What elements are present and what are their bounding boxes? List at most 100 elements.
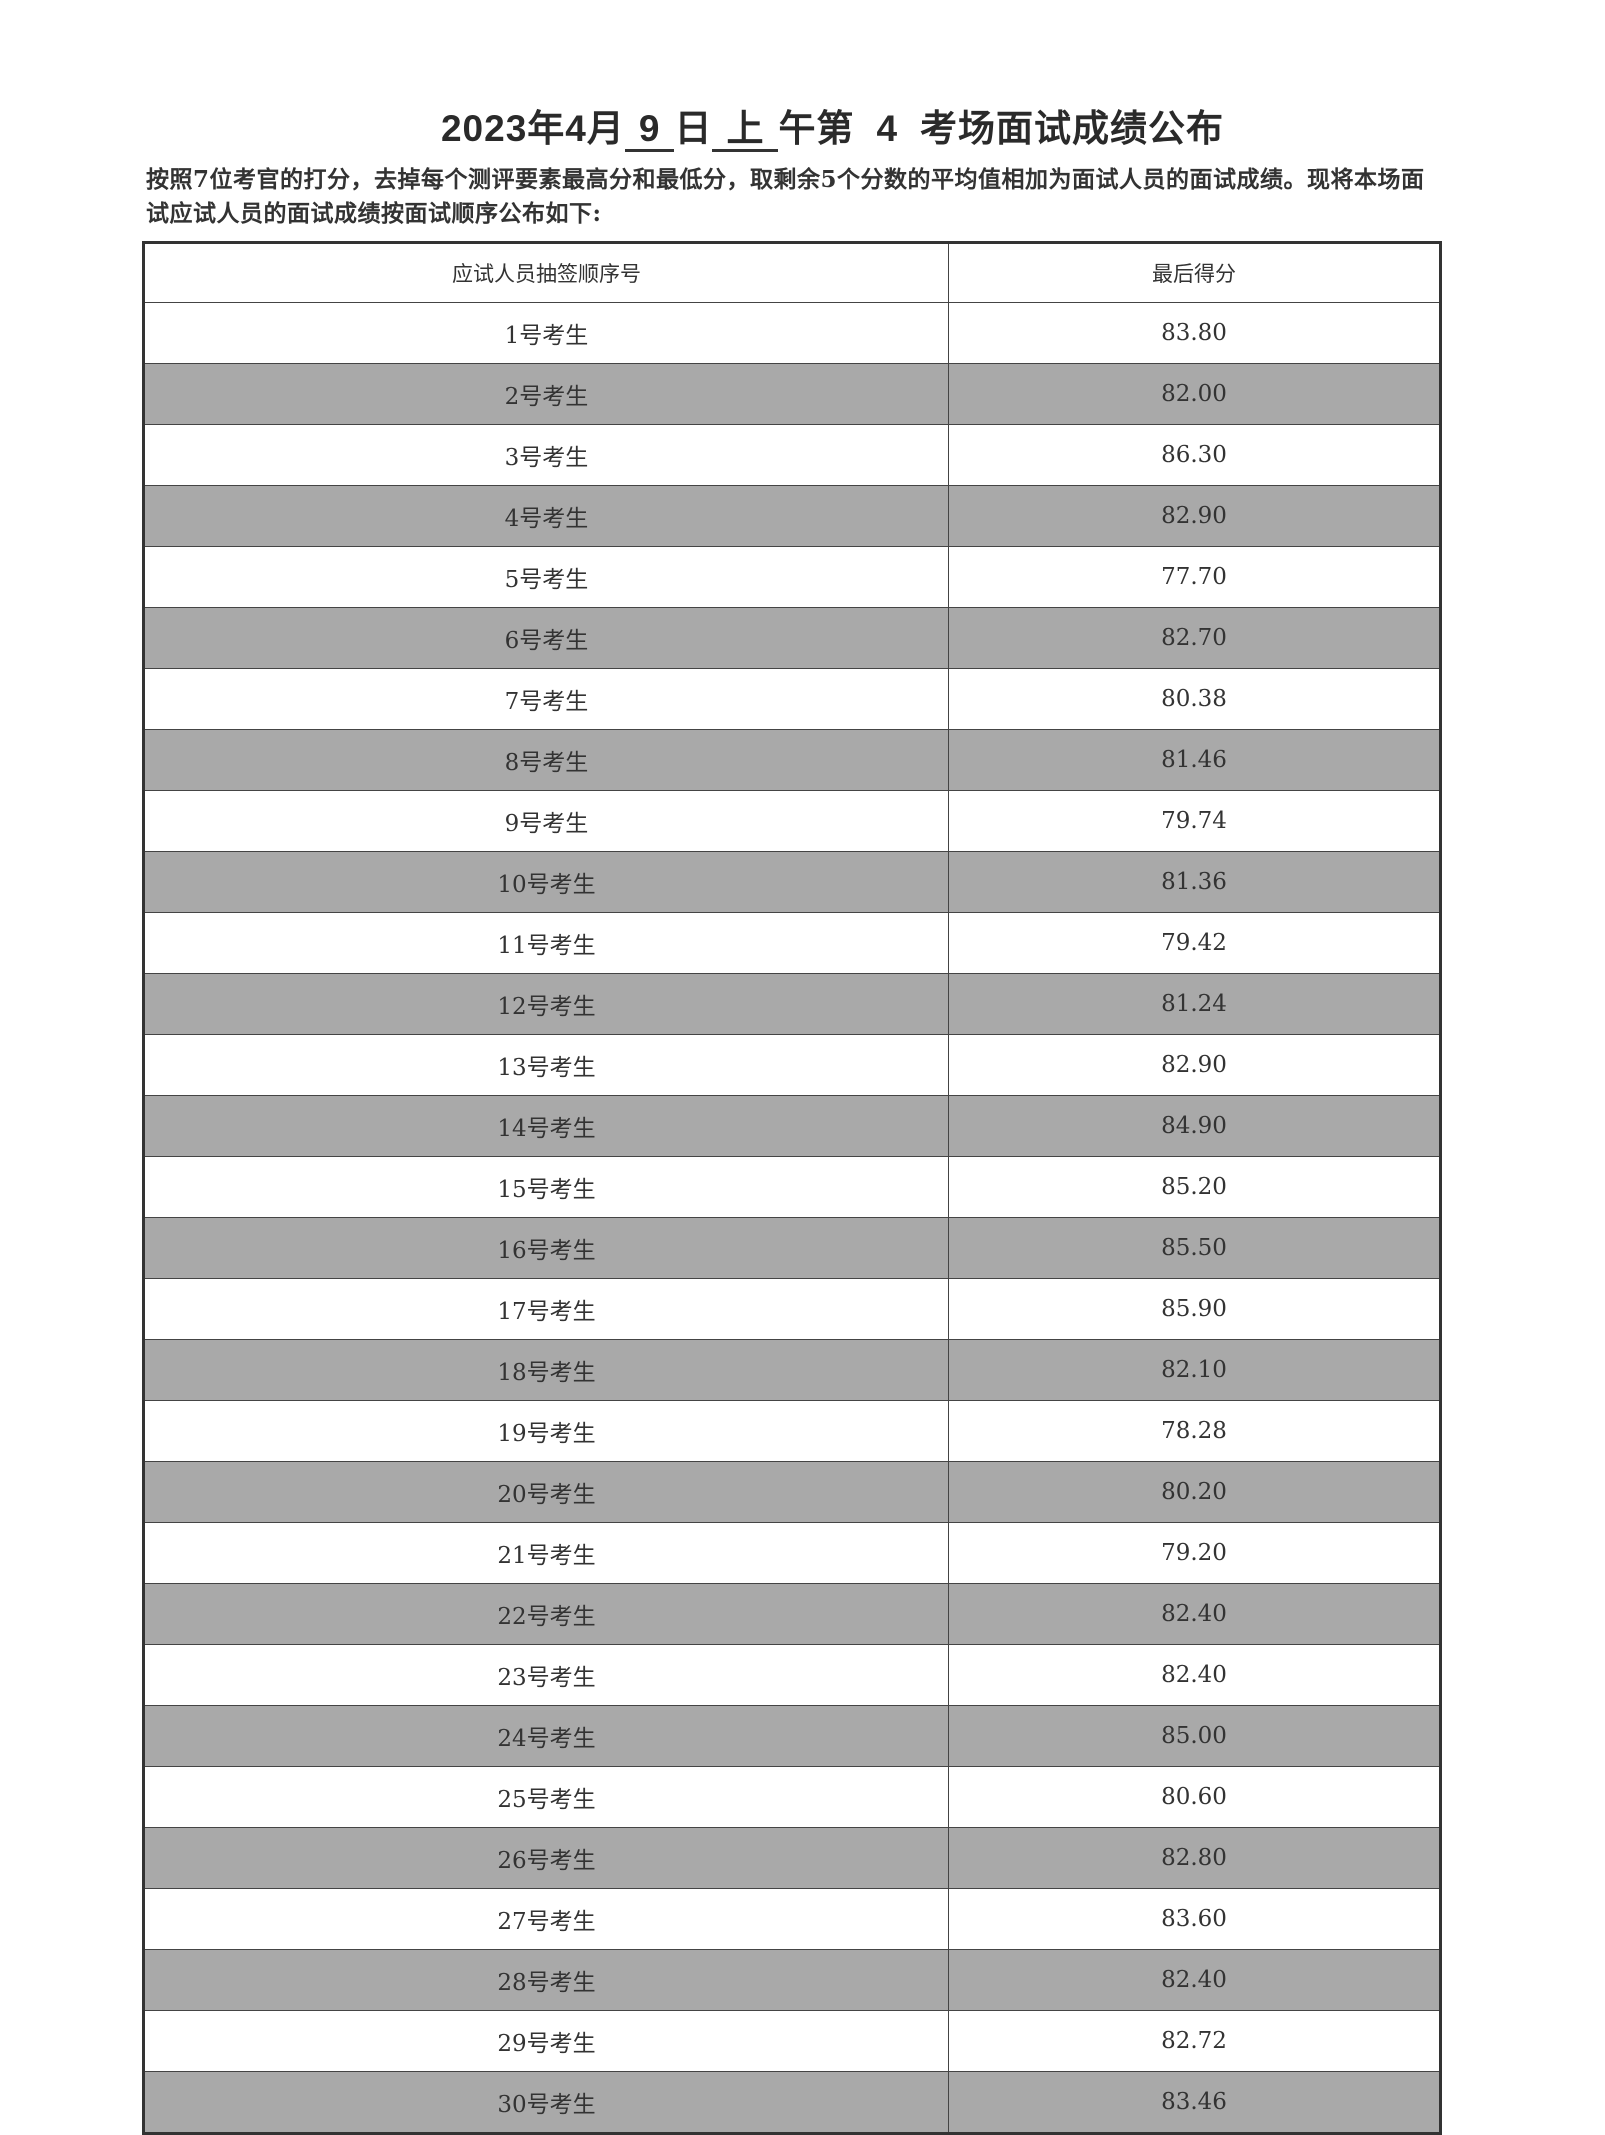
table-row: 22号考生 82.40: [143, 1583, 1441, 1645]
table-row: 26号考生 82.80: [143, 1827, 1441, 1889]
table-row: 11号考生 79.42: [143, 912, 1441, 974]
title-period-suffix: 午第: [778, 108, 855, 149]
final-score: 85.90: [948, 1278, 1441, 1340]
candidate-order: 12号考生: [143, 973, 949, 1035]
final-score: 83.46: [948, 2071, 1441, 2134]
table-row: 17号考生 85.90: [143, 1278, 1441, 1340]
candidate-order: 8号考生: [143, 729, 949, 791]
final-score: 82.72: [948, 2010, 1441, 2072]
table-row: 12号考生 81.24: [143, 973, 1441, 1035]
table-row: 19号考生 78.28: [143, 1400, 1441, 1462]
table-row: 30号考生 83.46: [143, 2071, 1441, 2134]
table-row: 21号考生 79.20: [143, 1522, 1441, 1584]
table-row: 27号考生 83.60: [143, 1888, 1441, 1950]
table-row: 8号考生 81.46: [143, 729, 1441, 791]
page-title: 2023年4月 9 日上午第 4 考场面试成绩公布: [0, 98, 1605, 152]
candidate-order: 20号考生: [143, 1461, 949, 1523]
final-score: 77.70: [948, 546, 1441, 608]
candidate-order: 21号考生: [143, 1522, 949, 1584]
table-row: 9号考生 79.74: [143, 790, 1441, 852]
table-row: 1号考生 83.80: [143, 302, 1441, 364]
final-score: 81.36: [948, 851, 1441, 913]
table-row: 28号考生 82.40: [143, 1949, 1441, 2011]
final-score: 81.24: [948, 973, 1441, 1035]
scores-table: 应试人员抽签顺序号 最后得分 1号考生 83.80 2号考生 82.00 3号考生 86.…: [142, 241, 1442, 2135]
final-score: 79.74: [948, 790, 1441, 852]
final-score: 79.42: [948, 912, 1441, 974]
table-row: 18号考生 82.10: [143, 1339, 1441, 1401]
final-score: 80.60: [948, 1766, 1441, 1828]
table-row: 4号考生 82.90: [143, 485, 1441, 547]
table-row: 6号考生 82.70: [143, 607, 1441, 669]
final-score: 83.60: [948, 1888, 1441, 1950]
final-score: 84.90: [948, 1095, 1441, 1157]
final-score: 82.40: [948, 1644, 1441, 1706]
candidate-order: 3号考生: [143, 424, 949, 486]
table-row: 23号考生 82.40: [143, 1644, 1441, 1706]
table-row: 15号考生 85.20: [143, 1156, 1441, 1218]
final-score: 85.00: [948, 1705, 1441, 1767]
candidate-order: 27号考生: [143, 1888, 949, 1950]
candidate-order: 4号考生: [143, 485, 949, 547]
table-row: 7号考生 80.38: [143, 668, 1441, 730]
header-order: 应试人员抽签顺序号: [143, 242, 949, 303]
candidate-order: 15号考生: [143, 1156, 949, 1218]
final-score: 79.20: [948, 1522, 1441, 1584]
final-score: 82.80: [948, 1827, 1441, 1889]
candidate-order: 23号考生: [143, 1644, 949, 1706]
table-row: 13号考生 82.90: [143, 1034, 1441, 1096]
candidate-order: 2号考生: [143, 363, 949, 425]
title-day-suffix: 日: [674, 108, 713, 149]
final-score: 82.10: [948, 1339, 1441, 1401]
final-score: 82.40: [948, 1583, 1441, 1645]
final-score: 82.40: [948, 1949, 1441, 2011]
final-score: 82.70: [948, 607, 1441, 669]
candidate-order: 7号考生: [143, 668, 949, 730]
candidate-order: 26号考生: [143, 1827, 949, 1889]
final-score: 82.90: [948, 485, 1441, 547]
final-score: 82.00: [948, 363, 1441, 425]
candidate-order: 24号考生: [143, 1705, 949, 1767]
final-score: 85.50: [948, 1217, 1441, 1279]
final-score: 85.20: [948, 1156, 1441, 1218]
title-prefix: 2023年4月: [440, 108, 625, 149]
candidate-order: 25号考生: [143, 1766, 949, 1828]
table-row: 24号考生 85.00: [143, 1705, 1441, 1767]
candidate-order: 6号考生: [143, 607, 949, 669]
final-score: 82.90: [948, 1034, 1441, 1096]
final-score: 78.28: [948, 1400, 1441, 1462]
final-score: 80.38: [948, 668, 1441, 730]
candidate-order: 16号考生: [143, 1217, 949, 1279]
candidate-order: 14号考生: [143, 1095, 949, 1157]
table-row: 10号考生 81.36: [143, 851, 1441, 913]
candidate-order: 5号考生: [143, 546, 949, 608]
final-score: 81.46: [948, 729, 1441, 791]
final-score: 86.30: [948, 424, 1441, 486]
table-row: 20号考生 80.20: [143, 1461, 1441, 1523]
candidate-order: 29号考生: [143, 2010, 949, 2072]
table-row: 25号考生 80.60: [143, 1766, 1441, 1828]
table-header-row: 应试人员抽签顺序号 最后得分: [143, 242, 1441, 303]
table-row: 2号考生 82.00: [143, 363, 1441, 425]
table-row: 14号考生 84.90: [143, 1095, 1441, 1157]
candidate-order: 13号考生: [143, 1034, 949, 1096]
candidate-order: 30号考生: [143, 2071, 949, 2134]
candidate-order: 28号考生: [143, 1949, 949, 2011]
candidate-order: 22号考生: [143, 1583, 949, 1645]
table-row: 29号考生 82.72: [143, 2010, 1441, 2072]
title-suffix: 考场面试成绩公布: [920, 108, 1225, 149]
title-period: 上: [712, 109, 779, 152]
title-room: 4: [876, 108, 899, 149]
candidate-order: 11号考生: [143, 912, 949, 974]
title-day: 9: [624, 109, 675, 152]
candidate-order: 9号考生: [143, 790, 949, 852]
table-row: 5号考生 77.70: [143, 546, 1441, 608]
candidate-order: 18号考生: [143, 1339, 949, 1401]
candidate-order: 10号考生: [143, 851, 949, 913]
table-row: 16号考生 85.50: [143, 1217, 1441, 1279]
candidate-order: 17号考生: [143, 1278, 949, 1340]
intro-text: 按照7位考官的打分，去掉每个测评要素最高分和最低分，取剩余5个分数的平均值相加为…: [146, 166, 1425, 227]
final-score: 83.80: [948, 302, 1441, 364]
table-row: 3号考生 86.30: [143, 424, 1441, 486]
candidate-order: 19号考生: [143, 1400, 949, 1462]
